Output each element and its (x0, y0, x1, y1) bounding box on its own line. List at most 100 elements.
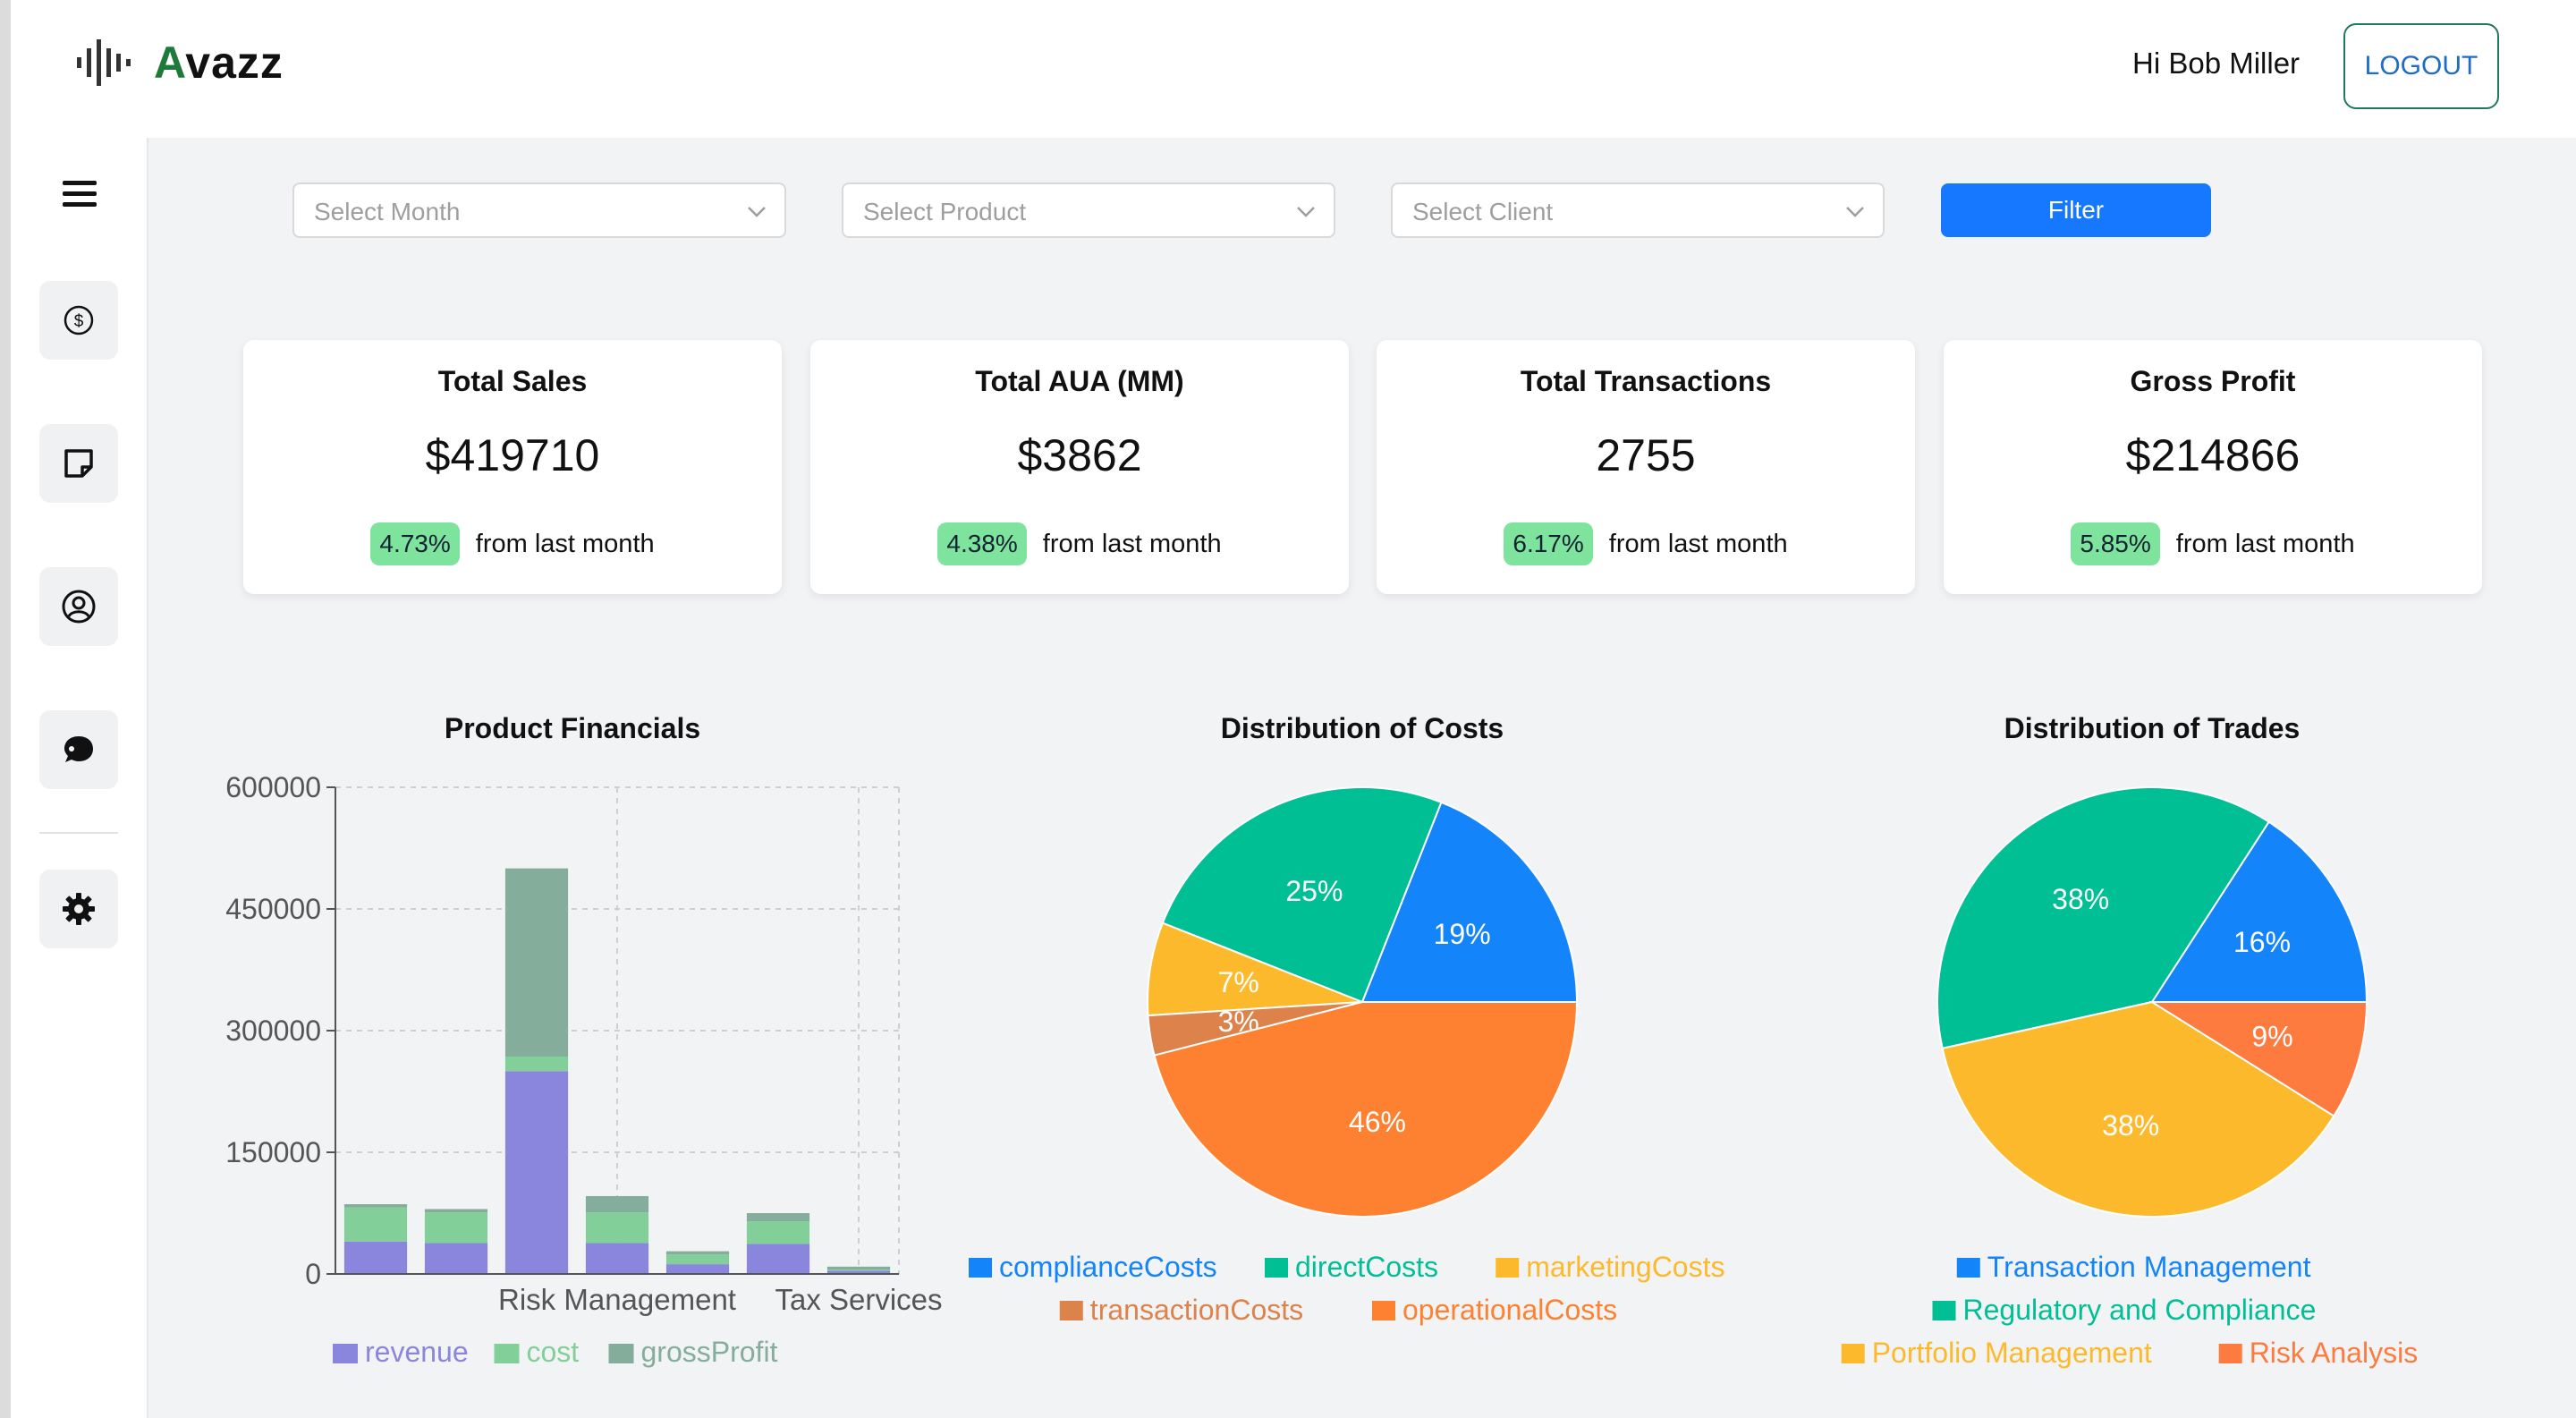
card-title: Total Transactions (1520, 365, 1772, 397)
sidebar-divider (39, 832, 118, 834)
change-badge: 5.85% (2071, 522, 2160, 565)
app-logo[interactable]: Avazz (75, 34, 284, 91)
month-select[interactable]: Select Month (292, 183, 786, 238)
client-select-placeholder: Select Client (1412, 198, 1554, 225)
note-icon (64, 449, 93, 478)
legend-label-Transaction Management: Transaction Management (1987, 1251, 2311, 1283)
sidebar-item-chat[interactable] (39, 710, 118, 789)
pie-slice-complianceCosts (1360, 801, 1579, 1003)
change-caption: from last month (475, 529, 655, 558)
legend-swatch (1059, 1301, 1083, 1320)
bar-revenue (504, 1071, 569, 1274)
legend-swatch (969, 1258, 992, 1278)
bar-cost (343, 1207, 408, 1242)
chart-title-product-financials: Product Financials (444, 712, 701, 744)
change-caption: from last month (2175, 529, 2355, 558)
legend-swatch (1932, 1301, 1956, 1320)
legend-swatch (333, 1344, 358, 1363)
change-badge: 4.73% (370, 522, 460, 565)
legend-label-transactionCosts: transactionCosts (1090, 1294, 1303, 1326)
svg-text:$: $ (74, 312, 84, 331)
legend-swatch (1956, 1258, 1980, 1278)
app-name: Avazz (154, 38, 284, 88)
soundwave-logo-icon (77, 39, 131, 86)
chart-title-distribution-of-trades: Distribution of Trades (2004, 712, 2301, 744)
card-value: 2755 (1596, 430, 1696, 480)
sidebar-item-profile[interactable] (39, 567, 118, 646)
pie-data-label: 38% (2102, 1109, 2159, 1142)
sidebar-item-settings[interactable] (39, 870, 118, 948)
pie-data-label: 38% (2052, 883, 2109, 915)
pie-data-label: 25% (1285, 875, 1343, 907)
logout-button[interactable]: LOGOUT (2343, 23, 2499, 109)
legend-label-marketingCosts: marketingCosts (1526, 1251, 1724, 1283)
pie-data-label: 16% (2233, 926, 2291, 958)
user-greeting: Hi Bob Miller (2132, 47, 2301, 80)
card-value: $419710 (425, 430, 600, 480)
month-select-placeholder: Select Month (314, 198, 461, 225)
pie-data-label: 9% (2251, 1021, 2292, 1053)
client-select[interactable]: Select Client (1391, 183, 1885, 238)
chart-title-distribution-of-costs: Distribution of Costs (1220, 712, 1504, 744)
pie-slice-Transaction Management (2150, 820, 2368, 1003)
bar-grossProfit (585, 1195, 649, 1213)
legend-label-revenue: revenue (365, 1336, 469, 1368)
bar-chart-product-financials: 0 150000 300000 450000 600000 Risk Management… (225, 771, 942, 1368)
window-edge (0, 0, 11, 1418)
bar-cost (424, 1212, 488, 1244)
legend-swatch (1841, 1344, 1865, 1363)
legend-label-complianceCosts: complianceCosts (999, 1251, 1217, 1283)
change-badge: 4.38% (937, 522, 1027, 565)
kpi-card-total-sales: Total Sales $419710 4.73% from last mont… (243, 340, 782, 594)
legend-swatch (1265, 1258, 1288, 1278)
bar-revenue (826, 1270, 891, 1274)
bar-revenue (665, 1264, 730, 1274)
bar-cost (826, 1269, 891, 1271)
card-footer: 4.38% from last month (810, 522, 1349, 565)
bar-revenue (343, 1241, 408, 1274)
pie-chart-distribution-of-costs: 19%25%7%3%46%complianceCosts directCosts m… (969, 786, 1724, 1326)
chevron-down-icon (1846, 207, 1864, 217)
gear-icon (63, 893, 95, 925)
card-title: Gross Profit (2130, 365, 2296, 397)
legend-label-Risk Analysis: Risk Analysis (2250, 1337, 2419, 1369)
bar-revenue (746, 1244, 810, 1274)
legend-label-operationalCosts: operationalCosts (1402, 1294, 1617, 1326)
card-value: $3862 (1017, 430, 1142, 480)
pie-data-label: 7% (1218, 966, 1259, 998)
bar-grossProfit (343, 1204, 408, 1208)
product-select-placeholder: Select Product (863, 198, 1027, 225)
card-title: Total Sales (437, 365, 588, 397)
legend-swatch (1372, 1301, 1395, 1320)
sidebar: $ (11, 138, 148, 1418)
pie-slice-Regulatory and Compliance (1936, 786, 2270, 1050)
user-circle-icon (62, 590, 96, 624)
legend-swatch (608, 1344, 634, 1363)
filter-button[interactable]: Filter (1941, 183, 2211, 237)
card-title: Total AUA (MM) (975, 365, 1184, 397)
legend-label-grossProfit: grossProfit (641, 1336, 778, 1368)
change-badge: 6.17% (1504, 522, 1593, 565)
bar-grossProfit (424, 1209, 488, 1213)
card-footer: 6.17% from last month (1377, 522, 1915, 565)
pie-slice-marketingCosts (1147, 921, 1363, 1017)
legend-label-directCosts: directCosts (1295, 1251, 1438, 1283)
change-caption: from last month (1042, 529, 1222, 558)
legend-label-Portfolio Management: Portfolio Management (1872, 1337, 2152, 1369)
bar-revenue (424, 1243, 488, 1274)
chat-bubble-icon (64, 736, 93, 762)
pie-slice-operationalCosts (1153, 1001, 1579, 1218)
chevron-down-icon (748, 207, 766, 217)
chevron-down-icon (1297, 207, 1315, 217)
hamburger-icon[interactable] (63, 181, 97, 208)
sidebar-item-notes[interactable] (39, 424, 118, 503)
legend-swatch (2218, 1344, 2242, 1363)
x-tick-label: Risk Management (498, 1283, 736, 1316)
bar-revenue (585, 1243, 649, 1274)
card-footer: 5.85% from last month (1944, 522, 2482, 565)
product-select[interactable]: Select Product (842, 183, 1335, 238)
y-tick-label: 150000 (225, 1136, 321, 1168)
y-tick-label: 450000 (225, 893, 321, 925)
sidebar-item-sales[interactable]: $ (39, 281, 118, 360)
